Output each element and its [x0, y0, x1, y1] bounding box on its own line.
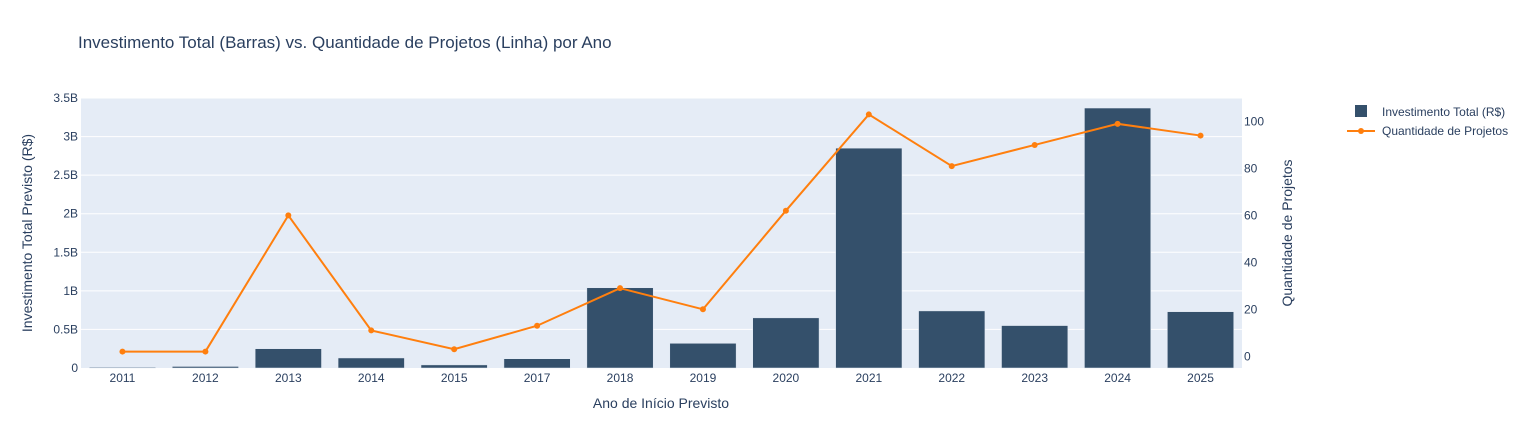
x-tick-label: 2021: [855, 371, 882, 385]
legend-swatch-investimento: [1355, 105, 1367, 117]
bar: [254, 348, 322, 369]
x-tick-label: 2019: [690, 371, 717, 385]
bar: [586, 287, 654, 369]
y-left-tick-label: 2.5B: [53, 168, 78, 182]
series-line: [122, 113, 1201, 353]
x-tick-label: 2025: [1187, 371, 1214, 385]
bar: [752, 317, 820, 369]
bar: [171, 366, 239, 369]
line-point: [948, 163, 955, 170]
y-axis-left-title: Investimento Total Previsto (R$): [19, 134, 35, 332]
y-right-tick-label: 0: [1244, 349, 1251, 363]
bar: [1084, 107, 1152, 369]
x-axis-title: Ano de Início Previsto: [593, 395, 729, 411]
x-tick-label: 2017: [524, 371, 551, 385]
line-point: [368, 327, 375, 334]
bar: [89, 366, 156, 369]
bar: [420, 364, 488, 369]
line-point: [1031, 141, 1038, 148]
line-point: [1114, 120, 1121, 127]
gridlines: [81, 97, 1242, 330]
x-tick-label: 2012: [192, 371, 219, 385]
line-point: [202, 348, 209, 355]
x-tick-label: 2020: [773, 371, 800, 385]
y-left-tick-label: 2B: [63, 207, 78, 221]
y-left-tick-label: 1B: [63, 284, 78, 298]
line-series: [119, 111, 1204, 355]
x-tick-label: 2018: [607, 371, 634, 385]
legend: Investimento Total (R$) Quantidade de Pr…: [1347, 105, 1508, 138]
x-tick-label: 2011: [110, 371, 136, 385]
y-right-tick-label: 60: [1244, 208, 1258, 222]
y-left-tick-label: 0.5B: [53, 322, 78, 336]
x-tick-label: 2014: [358, 371, 385, 385]
bar: [503, 358, 571, 369]
y-left-tick-label: 0: [71, 361, 78, 375]
bar: [669, 343, 737, 369]
y-right-tick-label: 40: [1244, 255, 1258, 269]
x-tick-label: 2024: [1104, 371, 1131, 385]
bar: [1167, 311, 1234, 369]
line-point: [1197, 132, 1204, 139]
legend-marker-projetos: [1358, 128, 1364, 134]
bar: [337, 357, 405, 369]
x-tick-label: 2023: [1021, 371, 1048, 385]
y-axis-right-ticks: 0 20 40 60 80 100: [1244, 114, 1264, 363]
y-axis-right-title: Quantidade de Projetos: [1279, 159, 1295, 306]
line-point: [451, 346, 458, 353]
y-right-tick-label: 100: [1244, 114, 1264, 128]
y-left-tick-label: 3B: [63, 130, 78, 144]
line-point: [285, 212, 292, 219]
legend-label-projetos: Quantidade de Projetos: [1382, 124, 1508, 138]
x-tick-label: 2013: [275, 371, 302, 385]
line-point: [617, 285, 624, 292]
line-point: [782, 207, 789, 214]
line-point: [699, 306, 706, 313]
y-left-tick-label: 3.5B: [53, 91, 78, 105]
line-point: [865, 111, 872, 118]
bar: [918, 310, 986, 369]
bar: [835, 147, 903, 369]
line-point: [534, 322, 541, 329]
bar-series: [89, 107, 1234, 369]
y-left-tick-label: 1.5B: [53, 245, 78, 259]
line-point: [119, 348, 126, 355]
plot-area: [81, 98, 1242, 368]
y-axis-left-ticks: 0 0.5B 1B 1.5B 2B 2.5B 3B 3.5B: [53, 91, 78, 375]
bar: [1001, 325, 1069, 369]
legend-label-investimento: Investimento Total (R$): [1382, 105, 1505, 119]
x-tick-label: 2015: [441, 371, 468, 385]
chart-title: Investimento Total (Barras) vs. Quantida…: [78, 33, 612, 52]
x-tick-label: 2022: [938, 371, 965, 385]
x-axis-ticks: 2011 2012 2013 2014 2015 2017 2018 2019 2020 2021…: [110, 371, 1215, 385]
y-right-tick-label: 20: [1244, 302, 1258, 316]
y-right-tick-label: 80: [1244, 161, 1258, 175]
